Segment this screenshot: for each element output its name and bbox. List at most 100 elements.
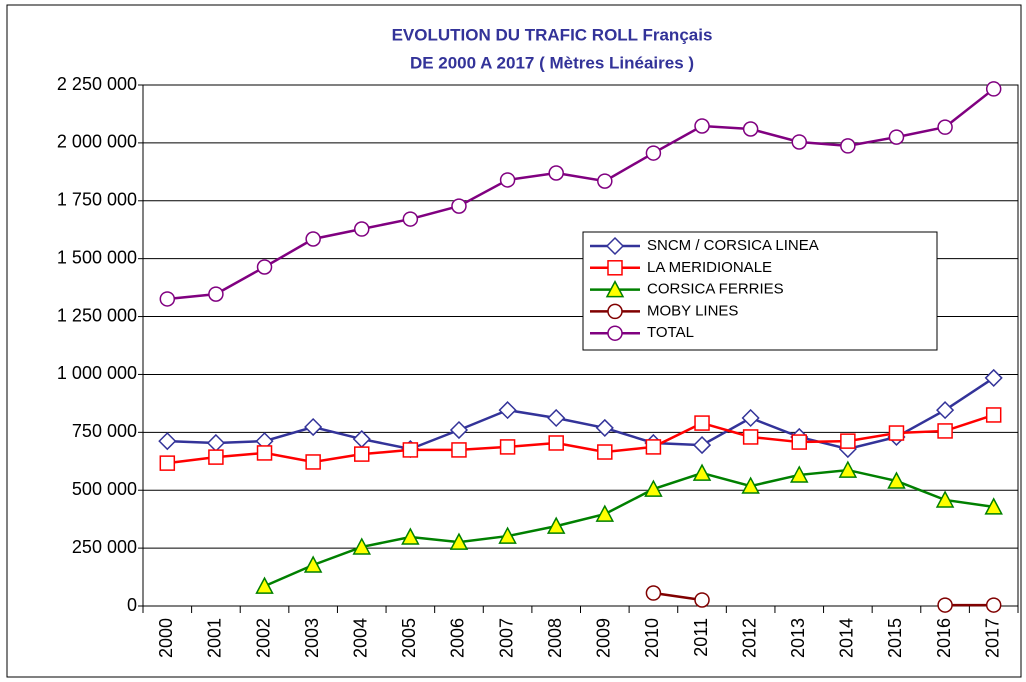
marker <box>985 407 1002 423</box>
marker <box>208 449 224 465</box>
marker <box>791 434 807 450</box>
marker <box>936 401 955 420</box>
x-tick-label: 2008 <box>545 618 565 658</box>
marker <box>546 516 566 534</box>
x-tick-label: 2002 <box>253 618 273 658</box>
marker <box>888 425 905 441</box>
marker <box>597 173 613 189</box>
y-tick-label: 1 500 000 <box>57 247 137 267</box>
marker <box>605 280 625 298</box>
x-tick-label: 2016 <box>934 618 954 658</box>
marker <box>791 134 807 150</box>
marker <box>498 526 517 544</box>
marker <box>607 325 623 341</box>
marker <box>548 435 564 451</box>
marker <box>694 592 710 608</box>
marker <box>645 439 662 455</box>
marker <box>607 303 623 320</box>
marker <box>449 532 469 550</box>
marker <box>352 537 371 555</box>
y-tick-label: 0 <box>127 595 137 615</box>
marker <box>401 527 420 545</box>
marker <box>158 432 177 451</box>
marker <box>352 429 371 449</box>
marker <box>605 236 625 256</box>
marker <box>694 118 710 134</box>
marker <box>402 442 419 458</box>
marker <box>255 576 274 594</box>
x-tick-label: 2014 <box>837 618 857 658</box>
marker <box>499 439 516 455</box>
marker <box>402 211 419 227</box>
marker <box>499 172 516 188</box>
marker <box>208 286 224 302</box>
marker <box>741 408 760 428</box>
marker <box>159 455 176 471</box>
marker <box>984 368 1003 387</box>
marker <box>887 471 906 489</box>
marker <box>937 423 953 439</box>
marker <box>595 504 615 522</box>
y-tick-label: 500 000 <box>72 479 137 499</box>
x-tick-label: 2015 <box>885 618 905 658</box>
series-line <box>653 591 994 607</box>
marker <box>451 442 467 458</box>
x-tick-label: 2010 <box>642 618 662 658</box>
marker <box>256 259 273 275</box>
marker <box>449 420 469 440</box>
marker <box>692 463 712 481</box>
marker <box>645 145 662 161</box>
chart-subtitle: DE 2000 A 2017 ( Mètres Linéaires ) <box>410 53 694 72</box>
y-tick-label: 2 000 000 <box>57 132 137 152</box>
legend-box <box>582 231 938 351</box>
y-tick-label: 2 250 000 <box>57 74 137 94</box>
marker <box>305 454 321 470</box>
y-tick-label: 1 250 000 <box>57 305 137 325</box>
x-tick-label: 2001 <box>205 618 225 658</box>
marker <box>354 221 370 237</box>
marker <box>498 401 517 420</box>
x-tick-label: 2004 <box>351 618 371 658</box>
marker <box>692 436 712 455</box>
marker <box>985 81 1002 97</box>
marker <box>159 291 176 307</box>
marker <box>547 408 566 428</box>
x-tick-label: 2007 <box>496 618 516 658</box>
marker <box>741 476 760 494</box>
marker <box>840 433 856 449</box>
marker <box>597 444 613 460</box>
y-tick-label: 250 000 <box>72 537 137 557</box>
marker <box>645 585 662 601</box>
x-tick-label: 2003 <box>302 618 322 658</box>
marker <box>256 445 273 461</box>
x-tick-label: 2000 <box>156 618 176 658</box>
marker <box>937 119 953 135</box>
marker <box>888 129 905 145</box>
legend-label: SNCM / CORSICA LINEA <box>647 237 819 254</box>
x-tick-label: 2009 <box>594 618 614 658</box>
marker <box>937 597 953 613</box>
marker <box>694 415 710 431</box>
series-line <box>167 413 995 465</box>
marker <box>985 597 1002 613</box>
x-tick-label: 2005 <box>399 618 419 658</box>
frame <box>6 4 1022 678</box>
x-tick-label: 2012 <box>739 618 759 658</box>
marker <box>303 555 323 573</box>
series-line <box>167 376 995 451</box>
x-tick-label: 2013 <box>788 618 808 658</box>
x-tick-label: 2017 <box>982 618 1002 658</box>
legend-label: MOBY LINES <box>647 302 738 319</box>
marker <box>838 460 858 478</box>
series-line <box>167 87 995 301</box>
y-tick-label: 1 000 000 <box>57 363 137 383</box>
marker <box>451 198 467 214</box>
x-tick-label: 2011 <box>691 618 711 657</box>
legend-label: TOTAL <box>647 324 694 341</box>
marker <box>354 446 370 462</box>
y-tick-label: 1 750 000 <box>57 190 137 210</box>
marker <box>206 433 225 453</box>
marker <box>984 497 1003 515</box>
marker <box>790 465 809 483</box>
marker <box>304 417 323 437</box>
